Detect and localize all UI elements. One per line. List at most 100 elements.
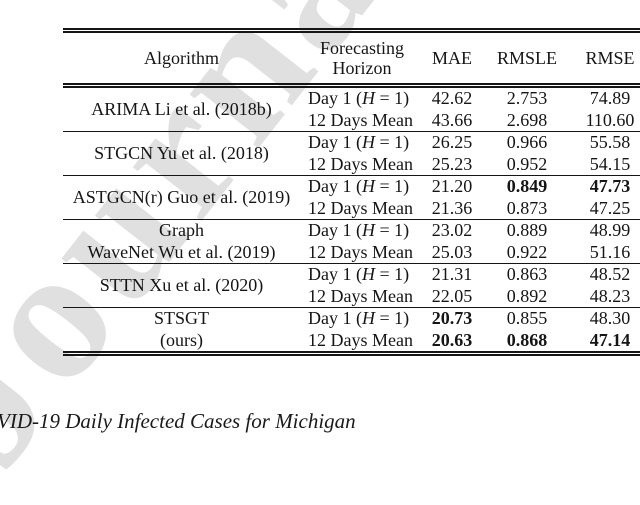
table-row: 12 Days Mean 21.36 0.873 47.25	[63, 198, 640, 220]
table-row: 12 Days Mean 25.23 0.952 54.15	[63, 154, 640, 176]
algorithm-label: STTN Xu et al. (2020)	[99, 274, 264, 295]
horizon-text: Day 1 (	[308, 88, 362, 109]
algorithm-group-astgcn: ASTGCN(r) Guo et al. (2019) Day 1 (H = 1…	[63, 175, 640, 220]
col-header-horizon-line1: Forecasting	[320, 38, 404, 58]
algorithm-cell: STSGT (ours)	[63, 308, 300, 354]
horizon-text: 12 Days Mean	[308, 285, 413, 306]
horizon-cell: Day 1 (H = 1)	[300, 220, 424, 242]
algorithm-cell: STGCN Yu et al. (2018)	[63, 132, 300, 176]
rmse-cell: 47.73	[589, 176, 631, 197]
rmsle-cell: 0.892	[506, 285, 548, 306]
horizon-cell: 12 Days Mean	[300, 330, 424, 354]
horizon-text: Day 1 (	[308, 220, 362, 241]
horizon-var: H	[361, 132, 375, 153]
rmse-cell: 48.99	[589, 220, 631, 241]
algorithm-cell: Graph WaveNet Wu et al. (2019)	[63, 220, 300, 264]
algorithm-label-line2: WaveNet Wu et al. (2019)	[87, 241, 276, 262]
algorithm-cell: STTN Xu et al. (2020)	[63, 264, 300, 308]
rmsle-cell: 0.855	[506, 308, 548, 329]
algorithm-group-stgcn: STGCN Yu et al. (2018) Day 1 (H = 1) 26.…	[63, 131, 640, 176]
horizon-text: 12 Days Mean	[308, 197, 413, 218]
mae-cell: 21.31	[431, 264, 473, 285]
rmse-cell: 110.60	[585, 109, 635, 130]
col-header-algorithm: Algorithm	[144, 48, 219, 68]
horizon-cell: Day 1 (H = 1)	[300, 176, 424, 198]
rmse-cell: 74.89	[589, 88, 631, 109]
horizon-cell: Day 1 (H = 1)	[300, 86, 424, 110]
horizon-var: H	[361, 176, 375, 197]
algorithm-label: STGCN Yu et al. (2018)	[94, 142, 269, 163]
table-row: ARIMA Li et al. (2018b) Day 1 (H = 1) 42…	[63, 86, 640, 119]
rmsle-cell: 0.849	[506, 176, 548, 197]
table-row: 12 Days Mean 22.05 0.892 48.23	[63, 286, 640, 308]
table-header: Algorithm Forecasting Horizon MAE RMSLE R…	[63, 30, 640, 86]
mae-cell: 26.25	[431, 132, 473, 153]
algorithm-group-sttn: STTN Xu et al. (2020) Day 1 (H = 1) 21.3…	[63, 263, 640, 308]
table-row: STSGT (ours) Day 1 (H = 1) 20.73 0.855 48…	[63, 308, 640, 350]
algorithm-label: Graph	[159, 220, 204, 240]
table-row: Graph WaveNet Wu et al. (2019) Day 1 (H =…	[63, 220, 640, 262]
algorithm-label: ASTGCN(r) Guo et al. (2019)	[72, 186, 291, 207]
horizon-text: 12 Days Mean	[308, 329, 413, 350]
table-caption: VID-19 Daily Infected Cases for Michigan	[0, 409, 356, 433]
horizon-text: Day 1 (	[308, 264, 362, 285]
horizon-text: = 1)	[374, 176, 410, 197]
rmsle-cell: 0.863	[506, 264, 548, 285]
mae-cell: 21.36	[431, 197, 473, 218]
horizon-text: 12 Days Mean	[308, 109, 413, 130]
rmse-cell: 55.58	[589, 132, 631, 153]
rmse-cell: 54.15	[589, 153, 631, 174]
table-row: STGCN Yu et al. (2018) Day 1 (H = 1) 26.…	[63, 132, 640, 163]
rmse-cell: 48.52	[589, 264, 631, 285]
mae-cell: 25.23	[431, 153, 473, 174]
horizon-text: 12 Days Mean	[308, 153, 413, 174]
mae-cell: 20.63	[431, 329, 473, 350]
mae-cell: 43.66	[431, 109, 473, 130]
rmsle-cell: 0.889	[506, 220, 548, 241]
algorithm-label-line2: (ours)	[160, 329, 203, 350]
rmsle-cell: 0.873	[506, 197, 548, 218]
rmse-cell: 48.23	[589, 285, 631, 306]
col-header-rmse: RMSE	[585, 48, 635, 68]
col-header-rmsle: RMSLE	[496, 48, 557, 68]
algorithm-cell: ARIMA Li et al. (2018b)	[63, 86, 300, 132]
mae-cell: 20.73	[431, 308, 473, 329]
table-row: 12 Days Mean 20.63 0.868 47.14	[63, 330, 640, 354]
rmsle-cell: 0.868	[506, 329, 548, 350]
header-row: Algorithm Forecasting Horizon MAE RMSLE R…	[63, 31, 640, 86]
horizon-text: 12 Days Mean	[308, 241, 413, 262]
rmsle-cell: 0.952	[506, 153, 548, 174]
mae-cell: 42.62	[431, 88, 473, 109]
horizon-cell: 12 Days Mean	[300, 198, 424, 220]
col-header-mae: MAE	[432, 48, 472, 68]
horizon-var: H	[361, 264, 375, 285]
horizon-cell: Day 1 (H = 1)	[300, 264, 424, 286]
horizon-cell: Day 1 (H = 1)	[300, 132, 424, 154]
horizon-var: H	[361, 308, 375, 329]
horizon-cell: 12 Days Mean	[300, 154, 424, 176]
algorithm-label: ARIMA Li et al. (2018b)	[91, 98, 272, 119]
horizon-var: H	[361, 220, 375, 241]
table-row: ASTGCN(r) Guo et al. (2019) Day 1 (H = 1…	[63, 176, 640, 207]
mae-cell: 23.02	[431, 220, 473, 241]
rmse-cell: 51.16	[589, 241, 631, 262]
horizon-text: = 1)	[374, 88, 410, 109]
horizon-cell: Day 1 (H = 1)	[300, 308, 424, 330]
horizon-cell: 12 Days Mean	[300, 242, 424, 264]
horizon-text: Day 1 (	[308, 176, 362, 197]
table-row: STTN Xu et al. (2020) Day 1 (H = 1) 21.3…	[63, 264, 640, 295]
algorithm-group-arima: ARIMA Li et al. (2018b) Day 1 (H = 1) 42…	[63, 86, 640, 132]
col-header-horizon-line2: Horizon	[332, 58, 392, 78]
horizon-text: = 1)	[374, 220, 410, 241]
rmsle-cell: 0.922	[506, 241, 548, 262]
horizon-text: = 1)	[374, 308, 410, 329]
col-header-horizon: Forecasting Horizon	[300, 31, 424, 86]
mae-cell: 25.03	[431, 241, 473, 262]
rmsle-cell: 0.966	[506, 132, 548, 153]
algorithm-cell: ASTGCN(r) Guo et al. (2019)	[63, 176, 300, 220]
algorithm-group-stsgt: STSGT (ours) Day 1 (H = 1) 20.73 0.855 48…	[63, 307, 640, 354]
results-table: Algorithm Forecasting Horizon MAE RMSLE R…	[63, 28, 640, 356]
algorithm-label: STSGT	[153, 308, 209, 328]
horizon-var: H	[361, 88, 375, 109]
table-row: 12 Days Mean 43.66 2.698 110.60	[63, 110, 640, 132]
